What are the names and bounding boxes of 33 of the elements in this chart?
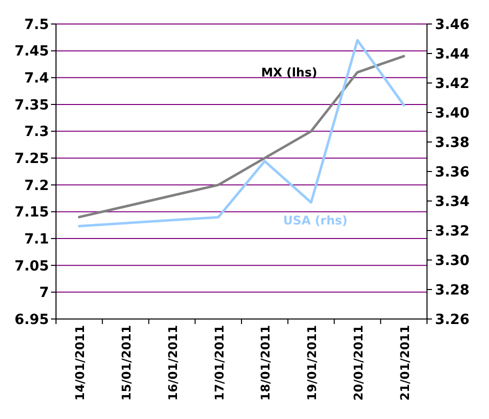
y-tick-label: 7 <box>39 285 49 302</box>
y-tick-label: 7.3 <box>24 124 49 140</box>
y2-tick-label: 3.34 <box>435 194 470 210</box>
y-tick-label: 7.25 <box>14 150 49 167</box>
y2-tick-label: 3.40 <box>435 105 470 122</box>
x-tick-label: 14/01/2011 <box>73 325 88 401</box>
y2-tick-label: 3.26 <box>435 312 470 328</box>
x-tick-label: 21/01/2011 <box>398 325 412 401</box>
y2-tick-label: 3.44 <box>435 46 470 62</box>
y2-tick-label: 3.30 <box>435 252 470 269</box>
y-tick-label: 7.2 <box>24 178 49 194</box>
y-tick-label: 6.95 <box>14 312 49 328</box>
y-tick-label: 7.05 <box>14 258 49 274</box>
x-tick-label: 16/01/2011 <box>166 325 180 401</box>
y-tick-label: 7.4 <box>24 70 50 87</box>
x-tick-label: 17/01/2011 <box>212 325 226 401</box>
y2-tick-label: 3.46 <box>435 16 470 33</box>
y-tick-label: 7.45 <box>14 44 49 60</box>
y2-tick-label: 3.36 <box>435 164 470 180</box>
y2-tick-label: 3.42 <box>435 76 470 92</box>
series-label: USA (rhs) <box>283 213 348 228</box>
x-tick-label: 15/01/2011 <box>120 325 134 401</box>
y2-tick-label: 3.28 <box>435 282 470 298</box>
text: MX (lhs) <box>261 65 318 80</box>
y2-tick-label: 3.38 <box>435 134 470 151</box>
x-tick-label: 20/01/2011 <box>351 325 366 401</box>
x-tick-label: 19/01/2011 <box>305 325 320 401</box>
y2-tick-label: 3.32 <box>435 223 470 240</box>
x-tick-label: 18/01/2011 <box>258 325 273 401</box>
y-tick-label: 7.35 <box>14 97 49 114</box>
y-tick-label: 7.5 <box>24 16 49 33</box>
y-tick-label: 7.15 <box>14 204 49 221</box>
y-tick-label: 7.1 <box>24 231 49 248</box>
